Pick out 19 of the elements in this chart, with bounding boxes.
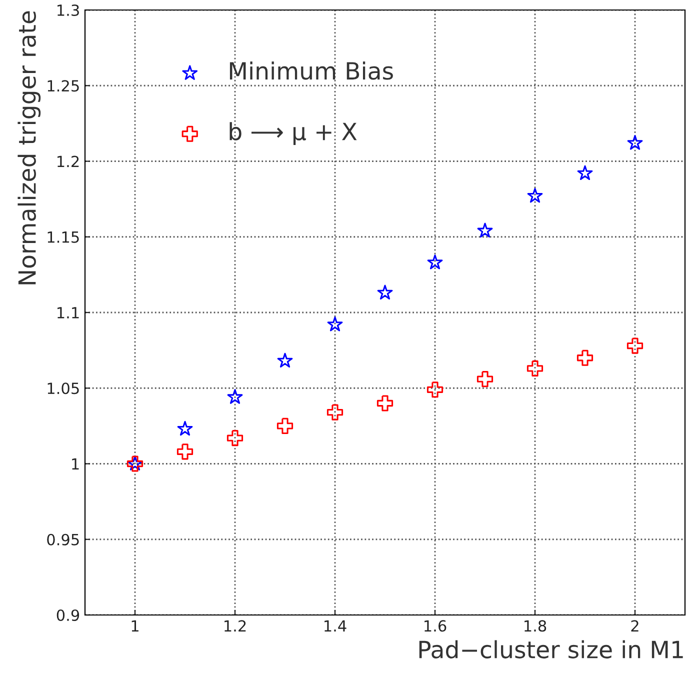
y-tick-label: 0.95 xyxy=(47,534,79,546)
x-tick-label: 2 xyxy=(631,620,638,632)
y-tick-label: 1.2 xyxy=(58,156,79,168)
x-tick-label: 1.4 xyxy=(324,620,346,632)
y-axis-title: Normalized trigger rate xyxy=(18,11,41,284)
legend-label: b ⟶ μ + X xyxy=(230,122,357,145)
legend-label: Minimum Bias xyxy=(230,62,393,80)
y-tick-label: 1.25 xyxy=(48,80,79,92)
y-tick-label: 1.3 xyxy=(58,4,79,16)
y-tick-label: 1.05 xyxy=(48,382,79,394)
x-axis-title: Pad−cluster size in M1 xyxy=(419,640,683,658)
y-tick-label: 1.15 xyxy=(48,232,79,243)
x-tick-label: 1.2 xyxy=(224,620,246,632)
x-tick-label: 1.6 xyxy=(424,620,446,632)
y-tick-label: 1 xyxy=(72,458,79,470)
x-tick-label: 1.8 xyxy=(524,620,546,632)
x-tick-label: 1 xyxy=(132,620,138,632)
y-tick-label: 0.9 xyxy=(56,609,80,622)
y-tick-label: 1.1 xyxy=(58,307,79,318)
